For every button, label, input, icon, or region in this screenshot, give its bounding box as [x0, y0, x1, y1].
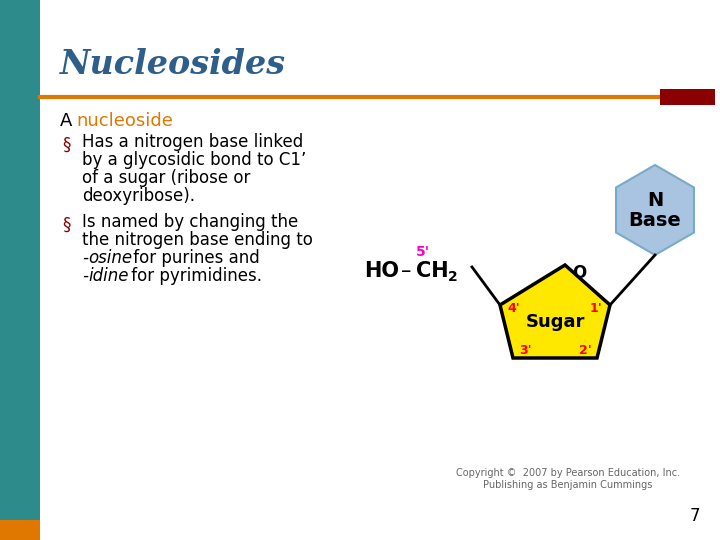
Text: the nitrogen base ending to: the nitrogen base ending to: [82, 231, 313, 249]
Text: for pyrimidines.: for pyrimidines.: [126, 267, 262, 285]
Text: Copyright ©  2007 by Pearson Education, Inc.
Publishing as Benjamin Cummings: Copyright © 2007 by Pearson Education, I…: [456, 468, 680, 490]
Text: Nucleosides: Nucleosides: [60, 49, 286, 82]
Text: 1': 1': [590, 301, 603, 314]
FancyBboxPatch shape: [0, 0, 40, 540]
Text: O: O: [572, 264, 586, 282]
Text: 3': 3': [518, 343, 531, 356]
Text: §: §: [62, 136, 71, 154]
Text: deoxyribose).: deoxyribose).: [82, 187, 195, 205]
Text: -: -: [82, 249, 88, 267]
Text: 2: 2: [448, 270, 458, 284]
Text: Sugar: Sugar: [526, 313, 585, 331]
Text: –: –: [401, 261, 411, 281]
Text: CH: CH: [416, 261, 449, 281]
Text: for purines and: for purines and: [128, 249, 260, 267]
Text: -: -: [82, 267, 88, 285]
Text: nucleoside: nucleoside: [76, 112, 173, 130]
Text: Base: Base: [629, 212, 681, 231]
Text: 4': 4': [508, 301, 521, 314]
FancyBboxPatch shape: [660, 89, 715, 105]
Text: of a sugar (ribose or: of a sugar (ribose or: [82, 169, 251, 187]
FancyBboxPatch shape: [0, 520, 40, 540]
Polygon shape: [616, 165, 694, 255]
Text: §: §: [62, 216, 71, 234]
Text: HO: HO: [364, 261, 399, 281]
Text: 5': 5': [416, 245, 430, 259]
Polygon shape: [500, 265, 610, 358]
Text: by a glycosidic bond to C1’: by a glycosidic bond to C1’: [82, 151, 307, 169]
Text: N: N: [647, 192, 663, 211]
Text: Has a nitrogen base linked: Has a nitrogen base linked: [82, 133, 303, 151]
Text: idine: idine: [88, 267, 128, 285]
Text: osine: osine: [88, 249, 132, 267]
Text: Is named by changing the: Is named by changing the: [82, 213, 298, 231]
Text: 2': 2': [579, 343, 591, 356]
Text: A: A: [60, 112, 78, 130]
Text: 7: 7: [690, 507, 700, 525]
